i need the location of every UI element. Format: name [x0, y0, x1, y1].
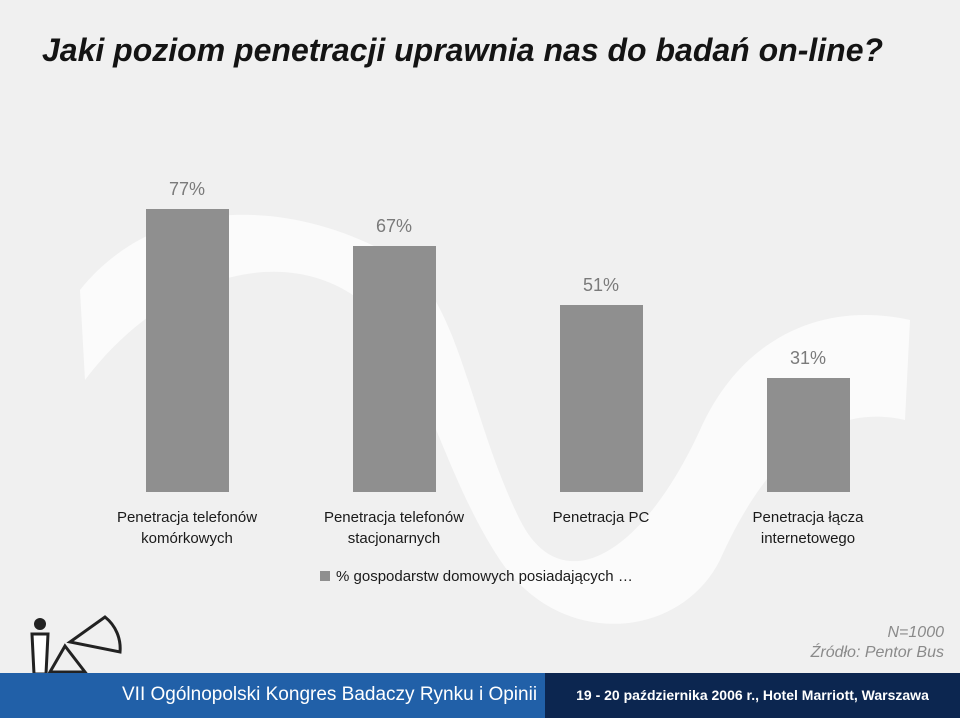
- chart-title: Jaki poziom penetracji uprawnia nas do b…: [42, 32, 884, 68]
- bar: [559, 304, 643, 492]
- value-label: 67%: [375, 215, 413, 236]
- footer-details: 19 - 20 października 2006 r., Hotel Marr…: [545, 673, 960, 718]
- plot: 77% Penetracja telefonów komórkowych 67% Pe…: [116, 179, 864, 547]
- bar: [145, 209, 229, 492]
- x-tick-label: Penetracja telefonów komórkowych: [116, 509, 258, 547]
- value-label: 51%: [582, 274, 620, 295]
- source-note: Źródło: Pentor Bus: [810, 644, 944, 661]
- x-tick-label: Penetracja telefonów stacjonarnych: [323, 509, 465, 547]
- x-tick-label: Penetracja łącza internetowego: [752, 509, 864, 547]
- legend-swatch: [320, 571, 330, 581]
- logo: [30, 615, 122, 674]
- legend: % gospodarstw domowych posiadających …: [320, 568, 633, 585]
- swoosh: [80, 214, 910, 624]
- bar: [352, 245, 436, 492]
- footer-event: VII Ogólnopolski Kongres Badaczy Rynku i…: [122, 684, 538, 705]
- bar: [766, 378, 850, 492]
- x-tick-label: Penetracja PC: [552, 509, 650, 526]
- sample-note: N=1000: [887, 624, 945, 641]
- value-label: 77%: [168, 179, 206, 200]
- value-label: 31%: [789, 348, 827, 369]
- legend-label: % gospodarstw domowych posiadających …: [336, 568, 633, 585]
